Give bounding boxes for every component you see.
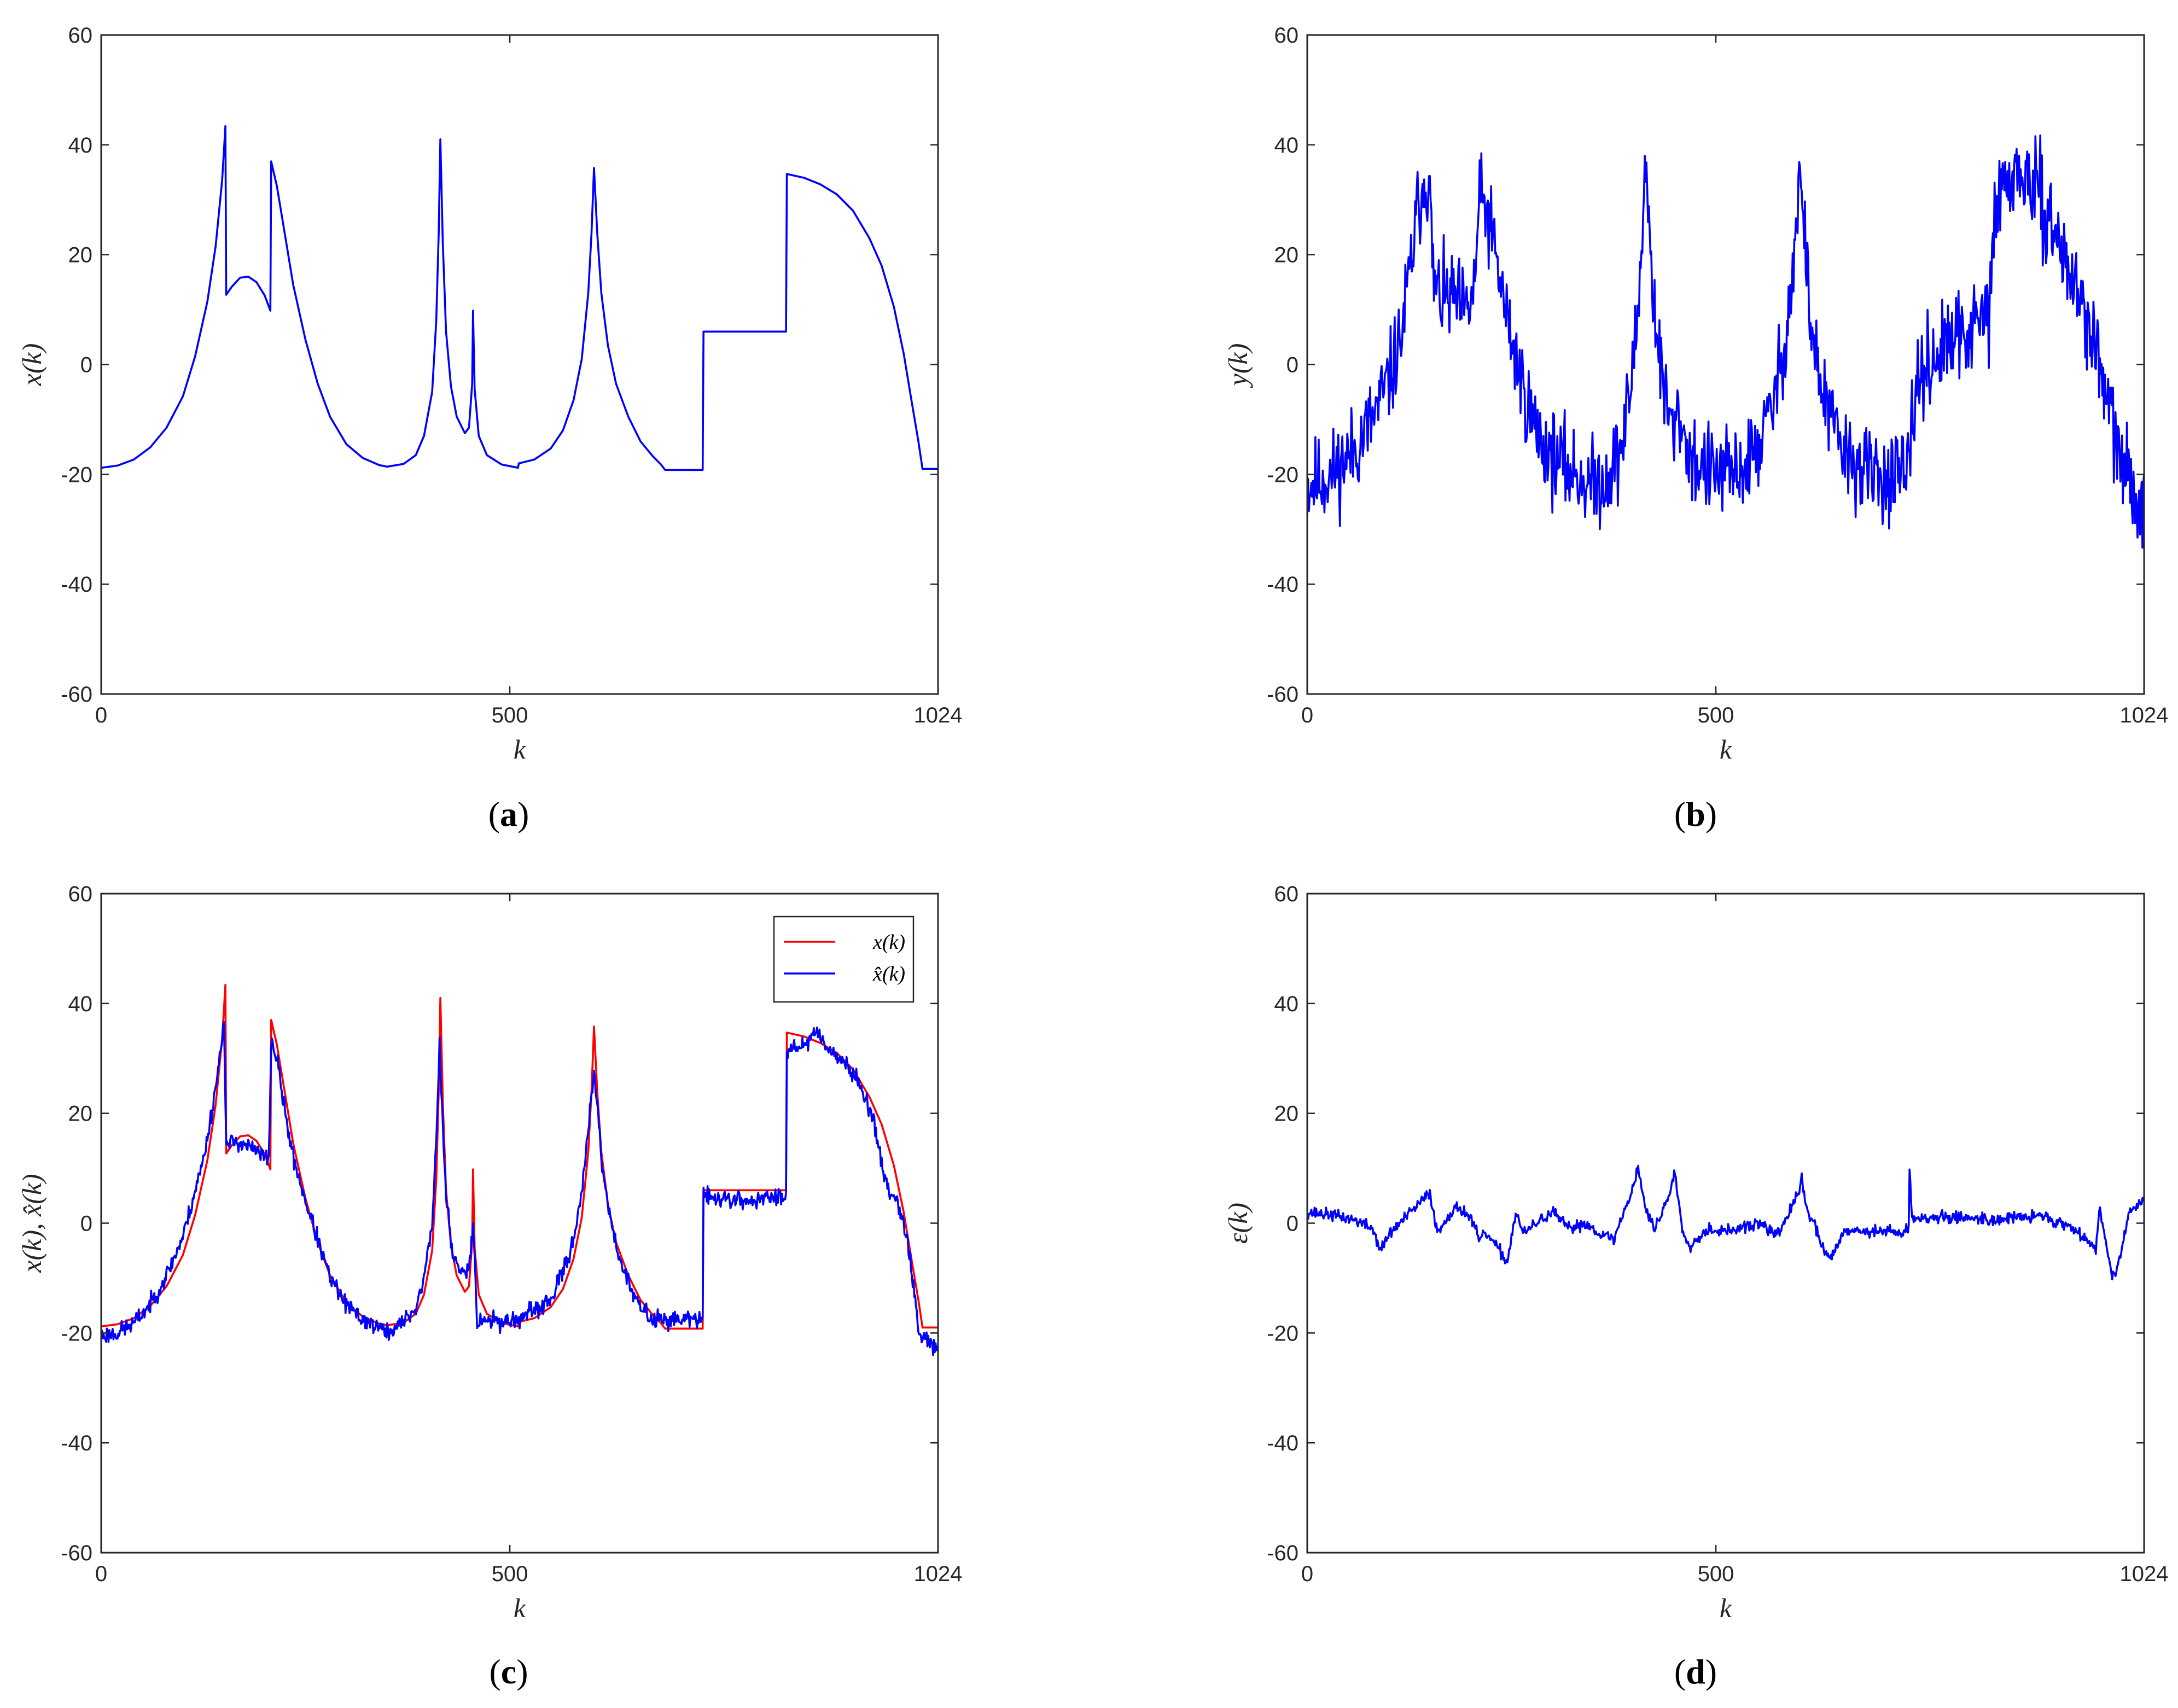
x-tick-label: 500 [492,703,528,727]
panel-caption: (d) [1674,1652,1717,1691]
x-tick-label: 500 [1698,703,1734,727]
y-tick-label: -60 [61,683,92,707]
y-tick-label: -40 [1267,573,1298,597]
y-tick-label: 40 [68,992,93,1016]
y-axis-label: x(k) [16,343,47,387]
x-tick-label: 0 [1301,703,1313,727]
y-tick-label: -60 [1267,683,1298,707]
x-axis-label: k [514,1593,526,1623]
y-tick-label: 60 [68,24,93,48]
series-line-d-0 [1307,1164,2144,1281]
y-tick-label: 60 [1274,24,1299,48]
y-tick-label: -20 [1267,1321,1298,1345]
legend-entry-label: x(k) [872,931,905,954]
panel-c: 0 500 1024 -60 -40 -20 0 20 40 60 k x(k), x̂(k) (c) x… [16,882,962,1691]
series-line-c-0 [101,983,938,1330]
y-tick-label: 60 [68,882,93,906]
y-tick-label: -20 [1267,463,1298,487]
y-tick-label: 40 [68,133,93,158]
x-tick-label: 1024 [914,1562,963,1586]
y-tick-label: 20 [1274,1102,1299,1126]
x-tick-label: 0 [95,1562,107,1586]
legend-box [773,916,915,1003]
y-tick-label: -40 [61,573,92,597]
y-tick-label: 20 [68,243,93,267]
x-tick-label: 1024 [914,703,963,727]
panel-caption: (c) [489,1652,528,1691]
panel-caption: (b) [1674,795,1717,833]
panel-d: 0 500 1024 -60 -40 -20 0 20 40 60 k ε(k) (d) [1222,882,2168,1691]
x-tick-label: 500 [492,1562,528,1586]
y-tick-label: -60 [61,1541,92,1565]
y-axis-label: x(k), x̂(k) [16,1174,47,1273]
x-tick-label: 0 [1301,1562,1313,1586]
x-tick-label: 1024 [2120,703,2169,727]
y-tick-label: 0 [80,353,92,377]
panel-b: 0 500 1024 -60 -40 -20 0 20 40 60 k y(k) (b) [1222,24,2168,833]
y-tick-label: 40 [1274,133,1299,158]
y-tick-label: 20 [68,1102,93,1126]
y-axis-label: y(k) [1222,343,1253,389]
x-tick-label: 500 [1698,1562,1734,1586]
x-tick-label: 1024 [2120,1562,2169,1586]
series-line-b-0 [1307,134,2144,549]
y-tick-label: 0 [1286,353,1298,377]
y-tick-label: 0 [1286,1212,1298,1236]
legend-entry-label: x̂(k) [872,963,905,986]
panel-a: 0 500 1024 -60 -40 -20 0 20 40 60 k x(k) (a) [16,24,962,833]
series-line-a-0 [101,125,938,471]
y-tick-label: 60 [1274,882,1299,906]
y-tick-label: -60 [1267,1541,1298,1565]
x-axis-label: k [1720,734,1732,765]
x-axis-label: k [1720,1593,1732,1623]
series-line-c-1 [101,1021,938,1356]
y-tick-label: 40 [1274,992,1299,1016]
y-tick-label: -40 [1267,1431,1298,1455]
y-tick-label: -40 [61,1431,92,1455]
y-tick-label: 20 [1274,243,1299,267]
y-tick-label: -20 [61,1321,92,1345]
x-tick-label: 0 [95,703,107,727]
x-axis-label: k [514,734,526,765]
panel-caption: (a) [488,795,529,833]
y-tick-label: -20 [61,463,92,487]
y-tick-label: 0 [80,1212,92,1236]
y-axis-label: ε(k) [1222,1203,1253,1244]
